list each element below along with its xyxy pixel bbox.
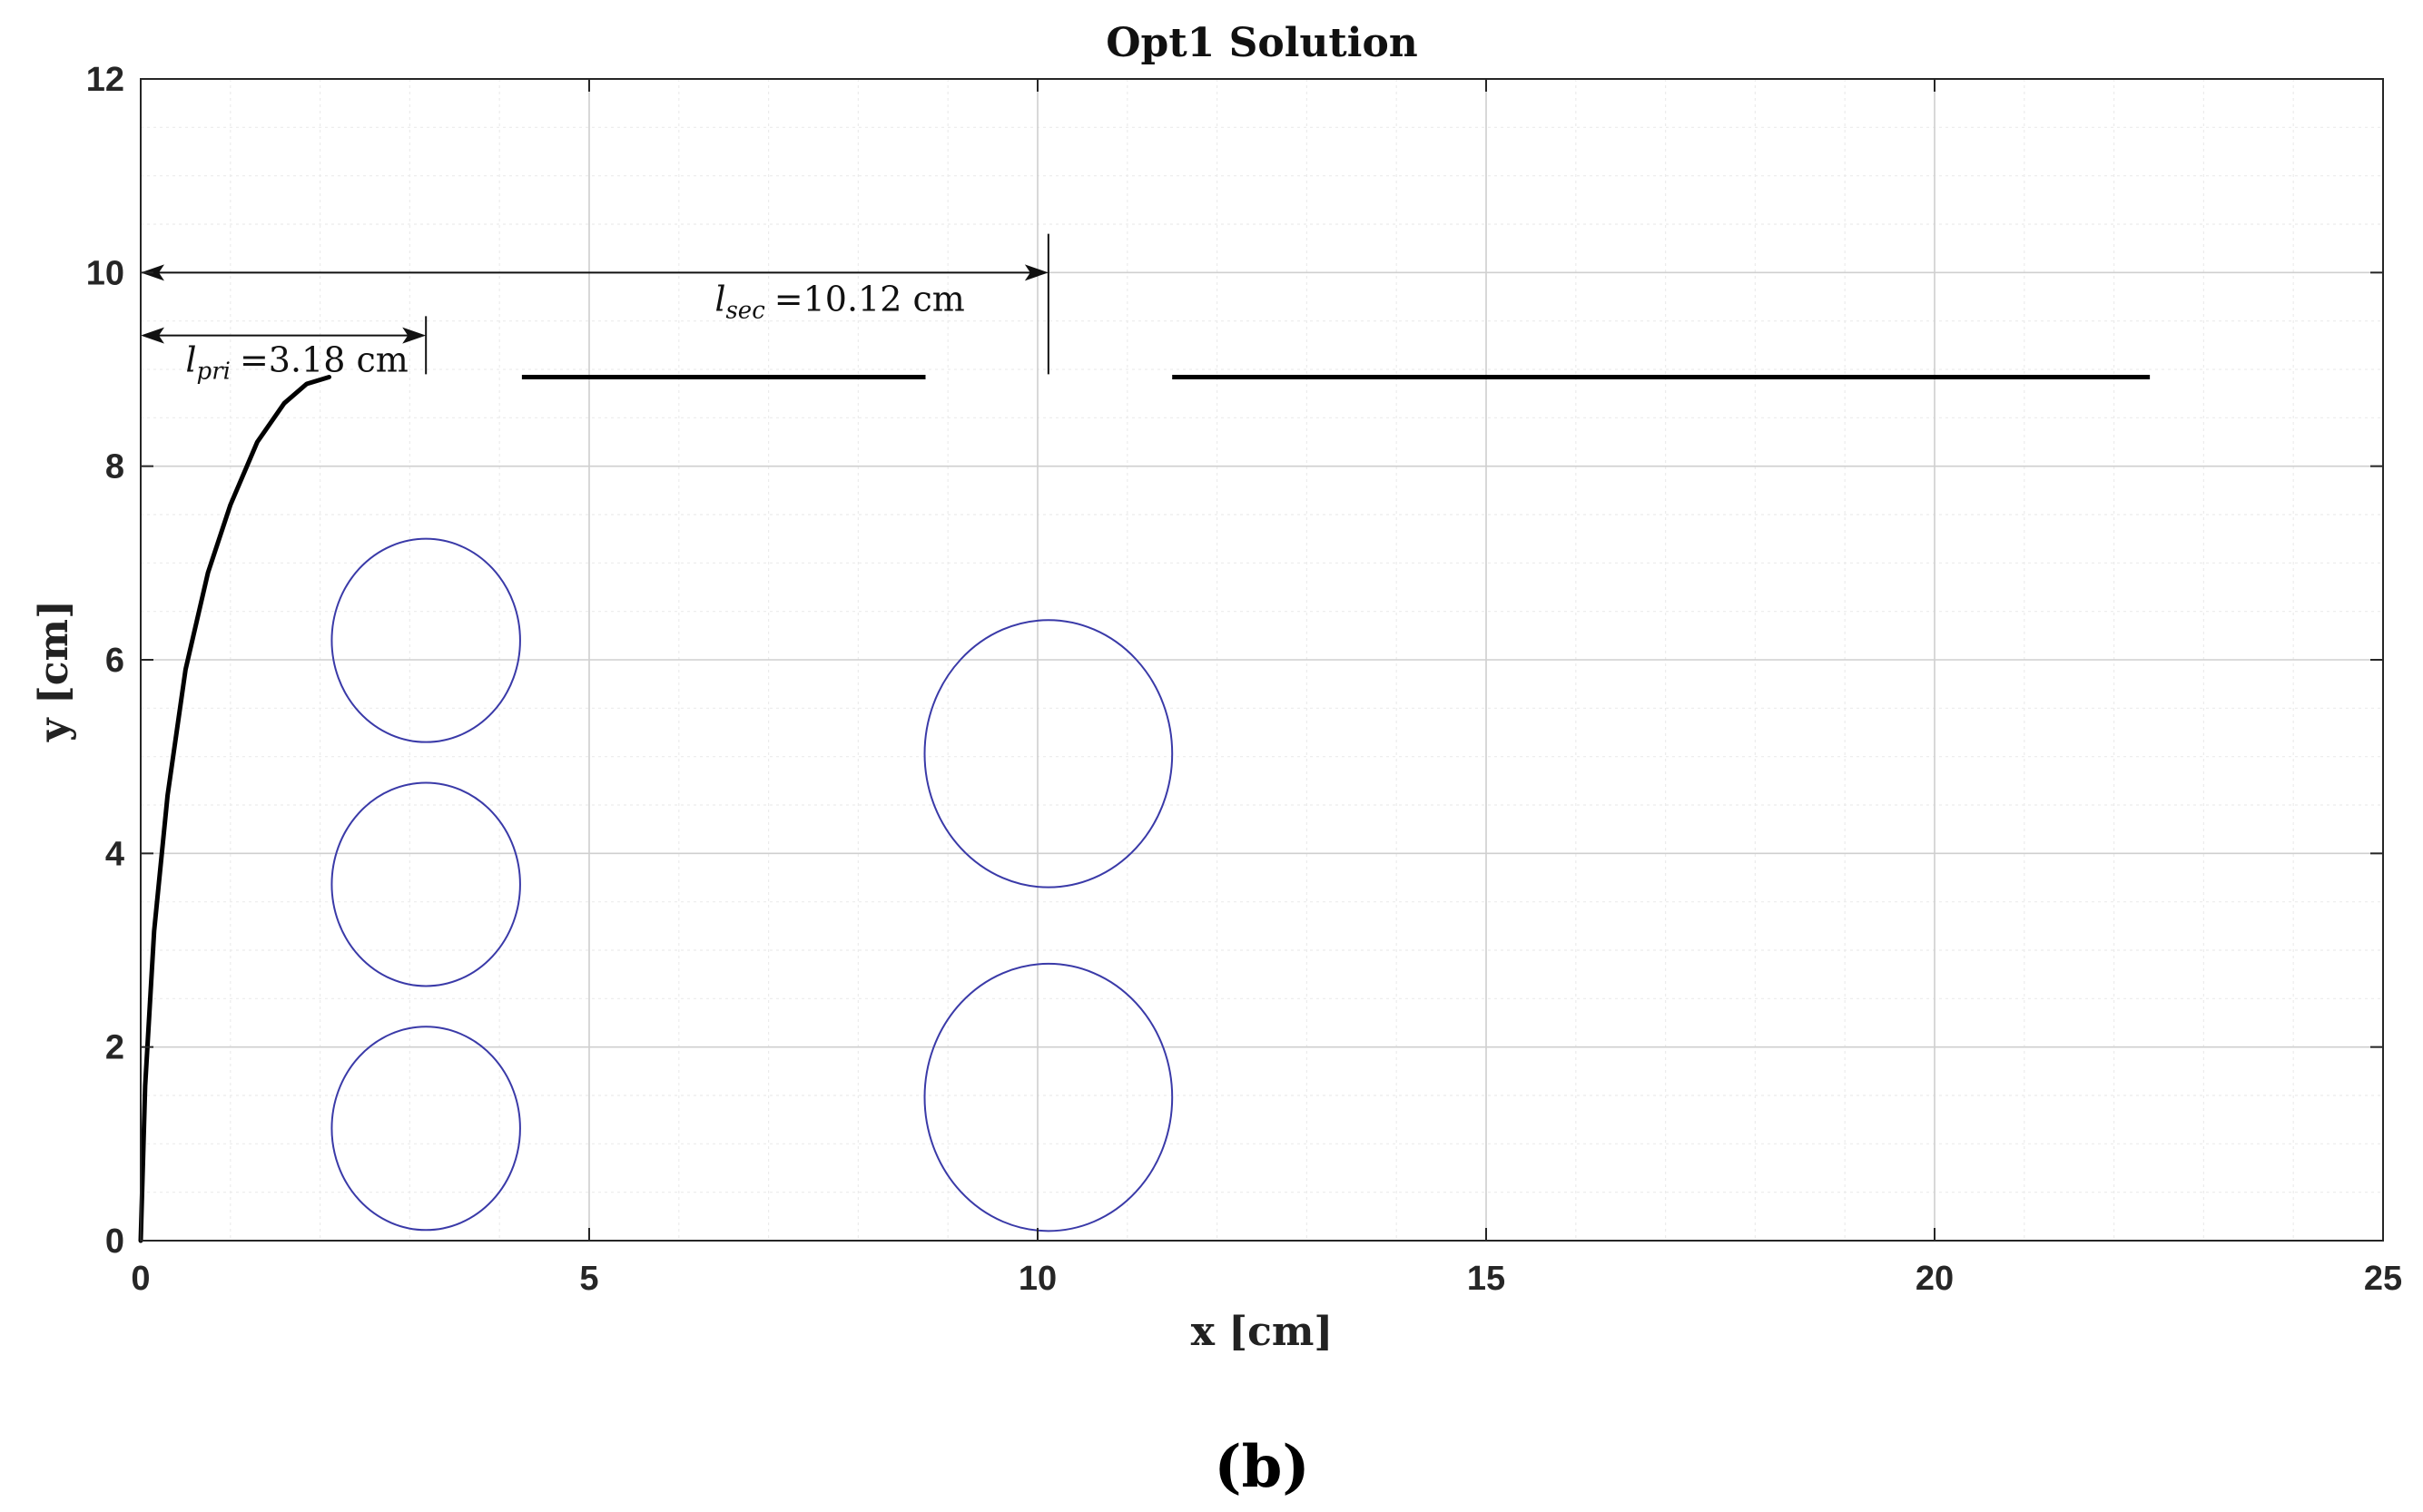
y-tick-label: 6 xyxy=(105,642,124,680)
dimension-arrow-left xyxy=(141,327,164,344)
circle xyxy=(923,619,1174,889)
plot-shapes xyxy=(138,375,2151,1243)
axis-ticks: 0 5 10 15 20 25 0 2 4 6 8 10 12 xyxy=(86,61,2402,1298)
primary-curve xyxy=(138,375,331,1243)
x-tick-label: 5 xyxy=(579,1260,598,1298)
circle xyxy=(330,781,521,987)
dimension-arrow-right xyxy=(402,327,427,344)
major-grid xyxy=(140,78,2384,1242)
dimension-label: lsec =10.12 cm xyxy=(714,279,964,324)
y-tick-label: 4 xyxy=(105,835,124,873)
x-tick-label: 20 xyxy=(1916,1260,1954,1298)
circle xyxy=(330,1026,521,1232)
dimension-arrow-right xyxy=(1024,264,1049,281)
y-tick-label: 0 xyxy=(105,1222,124,1261)
circle xyxy=(330,537,521,743)
dimension-annotations: lpri =3.18 cm lsec =10.12 cm xyxy=(141,233,1049,386)
y-tick-label: 10 xyxy=(86,254,124,292)
chart-title: Opt1 Solution xyxy=(1106,20,1418,66)
circle xyxy=(923,962,1174,1232)
x-tick-label: 15 xyxy=(1467,1260,1505,1298)
dimension-label: lpri =3.18 cm xyxy=(185,340,408,386)
x-axis-label: x [cm] xyxy=(1191,1309,1334,1355)
y-tick-label: 8 xyxy=(105,448,124,486)
y-axis-label: y [cm] xyxy=(31,600,77,742)
y-tick-label: 12 xyxy=(86,61,124,99)
x-tick-label: 0 xyxy=(131,1260,150,1298)
x-tick-label: 10 xyxy=(1019,1260,1057,1298)
x-tick-label: 25 xyxy=(2364,1260,2402,1298)
panel-label: (b) xyxy=(1214,1433,1309,1501)
y-tick-label: 2 xyxy=(105,1029,124,1067)
